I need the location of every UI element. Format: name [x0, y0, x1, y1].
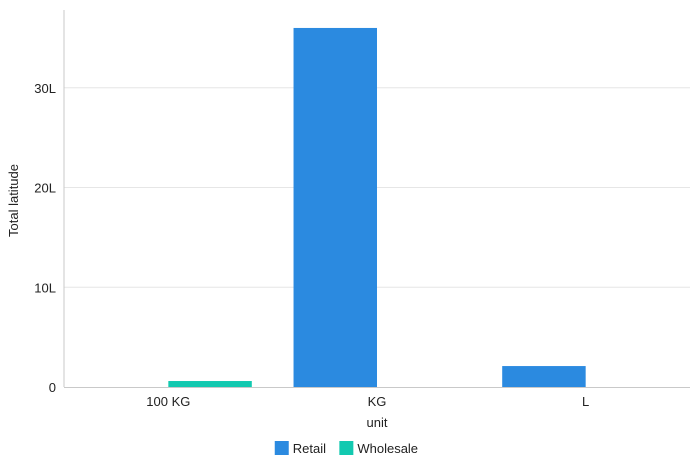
y-tick-label: 30L: [34, 81, 56, 96]
x-axis-title: unit: [367, 415, 388, 430]
y-tick-label: 0: [49, 380, 56, 395]
legend-label: Wholesale: [357, 441, 418, 456]
legend-label: Retail: [293, 441, 326, 456]
y-tick-label: 10L: [34, 280, 56, 295]
x-tick-labels: 100 KG KG L: [146, 394, 589, 409]
legend-item-wholesale[interactable]: Wholesale: [339, 441, 418, 456]
y-tick-label: 20L: [34, 181, 56, 196]
axes: [63, 10, 690, 388]
y-tick-labels: 0 10L 20L 30L: [34, 81, 56, 395]
legend: Retail Wholesale: [274, 441, 418, 456]
x-tick-label: L: [582, 394, 589, 409]
legend-swatch: [274, 441, 289, 455]
x-tick-label: KG: [368, 394, 387, 409]
bar-wholesale-100-kg[interactable]: [168, 381, 252, 387]
x-tick-label: 100 KG: [146, 394, 190, 409]
bar-retail-kg[interactable]: [293, 27, 377, 387]
bar-retail-l[interactable]: [502, 366, 586, 387]
legend-item-retail[interactable]: Retail: [274, 441, 326, 456]
legend-swatch: [339, 441, 354, 455]
bars: [168, 27, 586, 387]
y-axis-title: Total latitude: [6, 164, 21, 237]
